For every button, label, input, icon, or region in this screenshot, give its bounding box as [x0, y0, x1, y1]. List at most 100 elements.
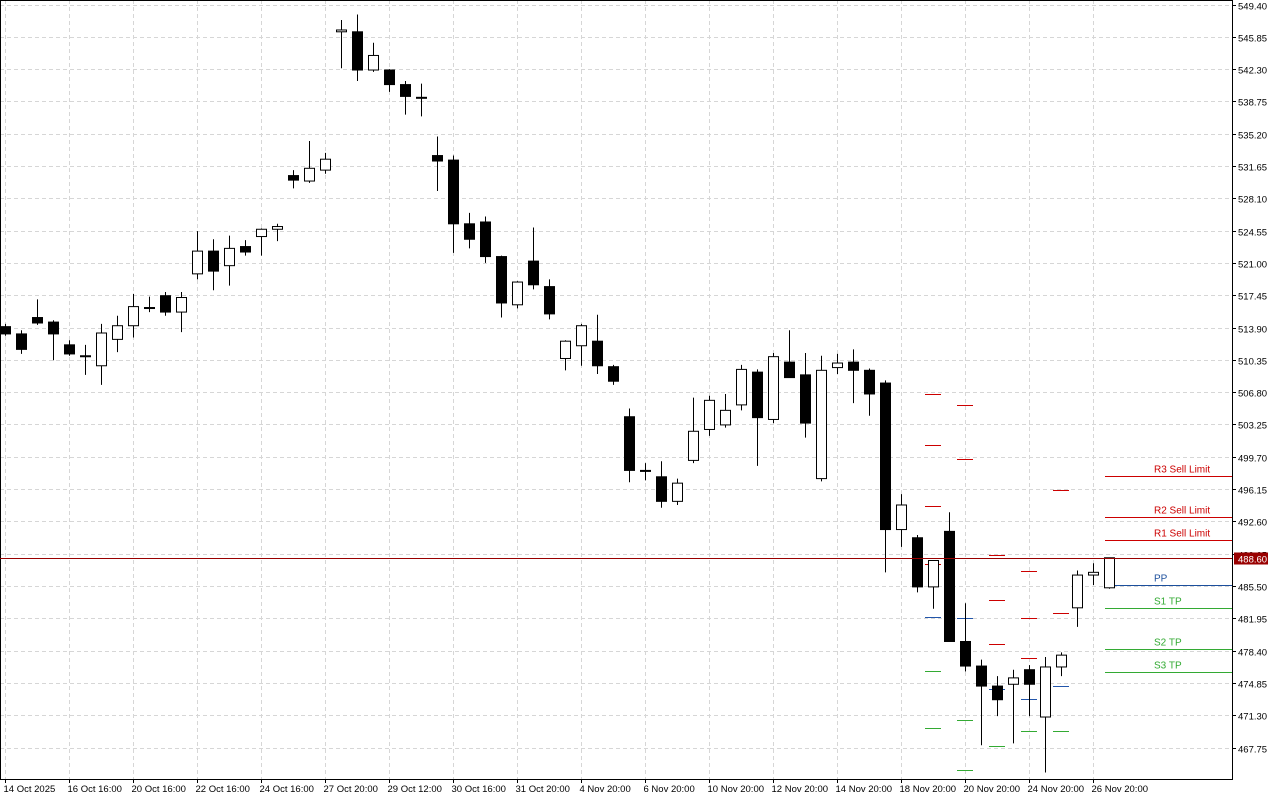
candle: [368, 42, 379, 72]
candle: [0, 323, 11, 336]
candle-body: [160, 295, 171, 313]
candle: [944, 512, 955, 642]
candle-body: [384, 69, 395, 86]
candle: [32, 299, 43, 325]
candle-body: [928, 559, 939, 588]
candle-body: [752, 371, 763, 419]
candle: [208, 239, 219, 291]
y-tick-label: 492.60: [1238, 518, 1267, 529]
candle: [544, 279, 555, 320]
candle-body: [1040, 666, 1051, 718]
candle: [864, 368, 875, 416]
candle-body: [1056, 654, 1067, 668]
candle: [832, 353, 843, 374]
candle: [704, 395, 715, 436]
x-tick-label: 27 Oct 20:00: [324, 784, 378, 795]
y-tick-label: 517.45: [1238, 292, 1267, 303]
candle: [224, 235, 235, 286]
candle-body: [256, 228, 267, 238]
candle-body: [144, 307, 155, 310]
candle: [256, 228, 267, 256]
candle: [272, 223, 283, 242]
candle-body: [400, 84, 411, 97]
candle-body: [992, 685, 1003, 701]
candle-body: [896, 504, 907, 531]
candle-body: [528, 260, 539, 286]
candle-body: [448, 159, 459, 225]
candle-body: [1008, 677, 1019, 685]
candle: [304, 140, 315, 183]
candle: [1104, 557, 1115, 589]
y-tick-label: 496.15: [1238, 486, 1267, 497]
candle-body: [656, 476, 667, 502]
y-tick-label: 549.40: [1238, 2, 1267, 13]
candle: [592, 314, 603, 374]
candle: [960, 603, 971, 672]
candle-body: [672, 482, 683, 502]
candle: [1072, 570, 1083, 627]
candle-body: [1088, 571, 1099, 576]
candle-body: [848, 361, 859, 371]
candle-body: [816, 369, 827, 480]
y-tick-label: 513.90: [1238, 325, 1267, 336]
x-tick-label: 24 Nov 20:00: [1028, 784, 1085, 795]
candle-body: [272, 226, 283, 230]
candle-body: [48, 321, 59, 335]
y-tick-label: 542.30: [1238, 66, 1267, 77]
candle: [1088, 563, 1099, 586]
candle: [896, 494, 907, 547]
x-tick-label: 4 Nov 20:00: [580, 784, 631, 795]
candle-body: [624, 416, 635, 471]
x-tick-label: 31 Oct 20:00: [516, 784, 570, 795]
y-tick-label: 471.30: [1238, 712, 1267, 723]
y-tick-label: 499.70: [1238, 454, 1267, 465]
candle: [752, 369, 763, 466]
candle-body: [880, 382, 891, 531]
candle: [288, 170, 299, 189]
x-tick-label: 22 Oct 16:00: [196, 784, 250, 795]
level-label: R2 Sell Limit: [1154, 506, 1210, 517]
candle: [384, 69, 395, 92]
candle-body: [960, 640, 971, 667]
level-label: S3 TP: [1154, 661, 1182, 672]
y-tick-label: 535.20: [1238, 131, 1267, 142]
candle: [96, 323, 107, 385]
candle: [448, 155, 459, 253]
candle-body: [128, 306, 139, 327]
candle: [688, 397, 699, 464]
candle-body: [864, 369, 875, 395]
x-tick-label: 10 Nov 20:00: [708, 784, 765, 795]
candle: [512, 281, 523, 309]
candle: [848, 349, 859, 404]
candle-body: [800, 374, 811, 424]
axes: [0, 0, 1233, 780]
candle-body: [192, 250, 203, 275]
candle-body: [32, 317, 43, 324]
candle: [320, 152, 331, 174]
candle-body: [80, 355, 91, 358]
candle: [16, 330, 27, 354]
candle-body: [208, 250, 219, 272]
candle: [1040, 656, 1051, 773]
candle-body: [336, 29, 347, 33]
candle: [784, 330, 795, 379]
current-price: 488.60: [0, 552, 1268, 566]
candle: [192, 231, 203, 280]
y-tick-label: 538.75: [1238, 98, 1267, 109]
candle-body: [352, 31, 363, 71]
candle: [416, 83, 427, 117]
candle-body: [576, 325, 587, 347]
y-tick-label: 478.40: [1238, 648, 1267, 659]
candle: [112, 315, 123, 353]
x-tick-label: 20 Nov 20:00: [964, 784, 1021, 795]
x-tick-label: 14 Oct 2025: [4, 784, 56, 795]
candle: [1056, 652, 1067, 677]
candle-body: [320, 158, 331, 171]
candle: [624, 408, 635, 483]
candle-body: [0, 326, 11, 335]
candle: [992, 676, 1003, 717]
y-tick-label: 474.85: [1238, 680, 1267, 691]
candle-body: [544, 286, 555, 315]
